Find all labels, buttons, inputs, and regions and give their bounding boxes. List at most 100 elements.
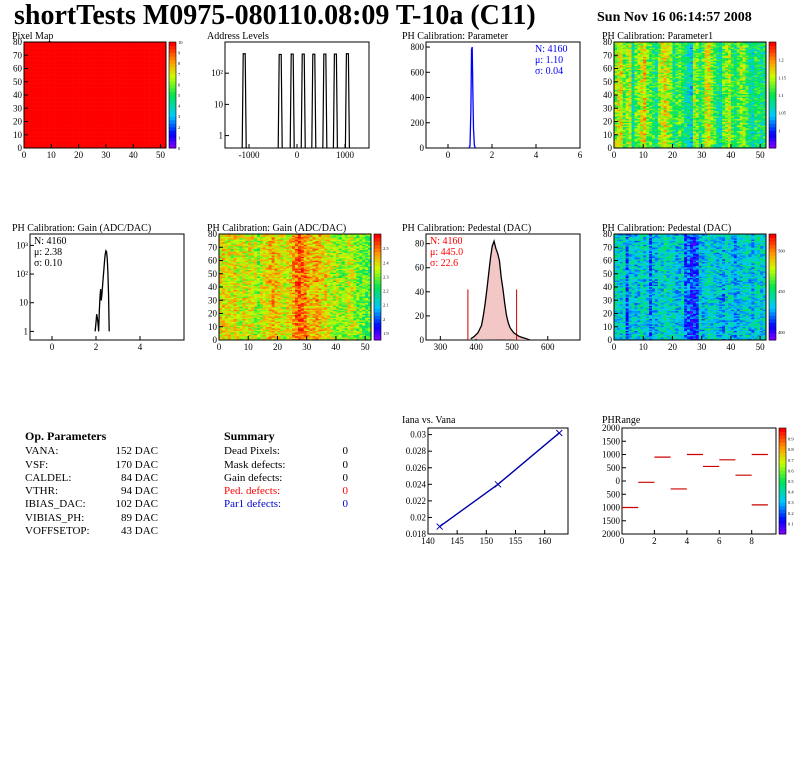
heatmap-cell bbox=[70, 120, 74, 122]
heatmap-cell bbox=[89, 83, 93, 85]
heatmap-cell bbox=[89, 128, 93, 130]
heatmap-cell bbox=[634, 52, 638, 55]
heatmap-cell bbox=[152, 136, 156, 138]
heatmap-cell bbox=[157, 56, 161, 59]
heatmap-cell bbox=[130, 42, 134, 44]
heatmap-cell bbox=[628, 44, 632, 47]
heatmap-cell bbox=[625, 98, 629, 101]
heatmap-cell bbox=[97, 76, 101, 79]
heatmap-cell bbox=[78, 52, 82, 55]
heatmap-cell bbox=[103, 61, 107, 64]
heatmap-cell bbox=[114, 146, 118, 149]
heatmap-cell bbox=[138, 63, 142, 65]
heatmap-cell bbox=[56, 79, 60, 81]
heatmap-cell bbox=[92, 128, 96, 130]
heatmap-cell bbox=[619, 77, 624, 80]
heatmap-cell bbox=[631, 84, 635, 87]
heatmap-cell bbox=[637, 81, 641, 84]
heatmap-cell bbox=[62, 48, 66, 51]
heatmap-cell bbox=[86, 106, 90, 109]
heatmap-cell bbox=[92, 138, 96, 141]
heatmap-cell bbox=[622, 67, 626, 69]
heatmap-cell bbox=[616, 72, 621, 75]
heatmap-cell bbox=[149, 53, 153, 56]
heatmap-cell bbox=[24, 112, 28, 114]
heatmap-cell bbox=[114, 122, 118, 125]
heatmap-cell bbox=[40, 126, 44, 129]
heatmap-cell bbox=[628, 84, 632, 87]
heatmap-cell bbox=[37, 44, 41, 47]
heatmap-cell bbox=[149, 112, 153, 114]
heatmap-cell bbox=[37, 92, 41, 94]
heatmap-cell bbox=[81, 98, 85, 101]
heatmap-cell bbox=[114, 61, 118, 64]
heatmap-cell bbox=[86, 72, 90, 75]
heatmap-cell bbox=[127, 60, 131, 63]
y-tick-label: 50 bbox=[13, 77, 23, 87]
heatmap-cell bbox=[75, 121, 79, 124]
heatmap-cell bbox=[152, 128, 156, 130]
heatmap-cell bbox=[125, 43, 129, 45]
heatmap-cell bbox=[62, 104, 66, 106]
heatmap-cell bbox=[622, 43, 626, 45]
heatmap-cell bbox=[141, 88, 145, 90]
heatmap-cell bbox=[108, 144, 112, 146]
heatmap-cell bbox=[78, 59, 82, 61]
heatmap-cell bbox=[51, 84, 55, 87]
heatmap-cell bbox=[628, 52, 632, 55]
heatmap-cell bbox=[26, 89, 30, 92]
heatmap-cell bbox=[105, 75, 109, 77]
heatmap-cell bbox=[637, 142, 641, 145]
y-tick-label: 0 bbox=[420, 143, 425, 153]
heatmap-cell bbox=[24, 79, 28, 81]
heatmap-cell bbox=[141, 71, 145, 73]
heatmap-cell bbox=[108, 106, 112, 109]
heatmap-cell bbox=[163, 122, 167, 125]
heatmap-cell bbox=[105, 47, 109, 49]
heatmap-cell bbox=[103, 98, 107, 101]
heatmap-cell bbox=[133, 128, 137, 130]
heatmap-cell bbox=[622, 142, 626, 145]
heatmap-cell bbox=[86, 126, 90, 129]
heatmap-cell bbox=[37, 56, 41, 59]
heatmap-cell bbox=[160, 85, 164, 88]
heatmap-cell bbox=[92, 105, 96, 108]
heatmap-cell bbox=[100, 126, 104, 129]
heatmap-cell bbox=[122, 75, 126, 77]
heatmap-cell bbox=[130, 105, 134, 108]
heatmap-cell bbox=[125, 117, 129, 120]
heatmap-cell bbox=[59, 134, 63, 137]
heatmap-cell bbox=[122, 97, 126, 100]
heatmap-cell bbox=[160, 89, 164, 92]
heatmap-cell bbox=[105, 129, 109, 132]
heatmap-cell bbox=[84, 60, 88, 63]
heatmap-cell bbox=[29, 53, 33, 56]
heatmap-cell bbox=[111, 141, 115, 143]
heatmap-cell bbox=[149, 100, 153, 102]
heatmap-cell bbox=[119, 92, 123, 94]
heatmap-cell bbox=[70, 75, 74, 77]
heatmap-cell bbox=[637, 56, 641, 59]
heatmap-cell bbox=[43, 137, 47, 140]
heatmap-cell bbox=[616, 129, 621, 132]
heatmap-cell bbox=[40, 121, 44, 124]
heatmap-cell bbox=[152, 105, 156, 108]
heatmap-cell bbox=[26, 53, 30, 56]
heatmap-cell bbox=[614, 51, 618, 53]
heatmap-cell bbox=[40, 133, 44, 136]
heatmap-cell bbox=[84, 140, 88, 142]
heatmap-cell bbox=[81, 113, 85, 116]
heatmap-cell bbox=[637, 124, 641, 126]
heatmap-cell bbox=[56, 57, 60, 60]
heatmap-cell bbox=[81, 106, 85, 109]
heatmap-cell bbox=[114, 92, 118, 94]
heatmap-cell bbox=[54, 96, 58, 98]
heatmap-cell bbox=[144, 43, 148, 45]
heatmap-cell bbox=[37, 72, 41, 75]
heatmap-cell bbox=[37, 145, 41, 147]
heatmap-cell bbox=[105, 87, 109, 89]
heatmap-cell bbox=[89, 98, 93, 101]
heatmap-cell bbox=[127, 132, 131, 134]
y-tick-label: 20 bbox=[13, 117, 23, 127]
heatmap-cell bbox=[114, 43, 118, 45]
